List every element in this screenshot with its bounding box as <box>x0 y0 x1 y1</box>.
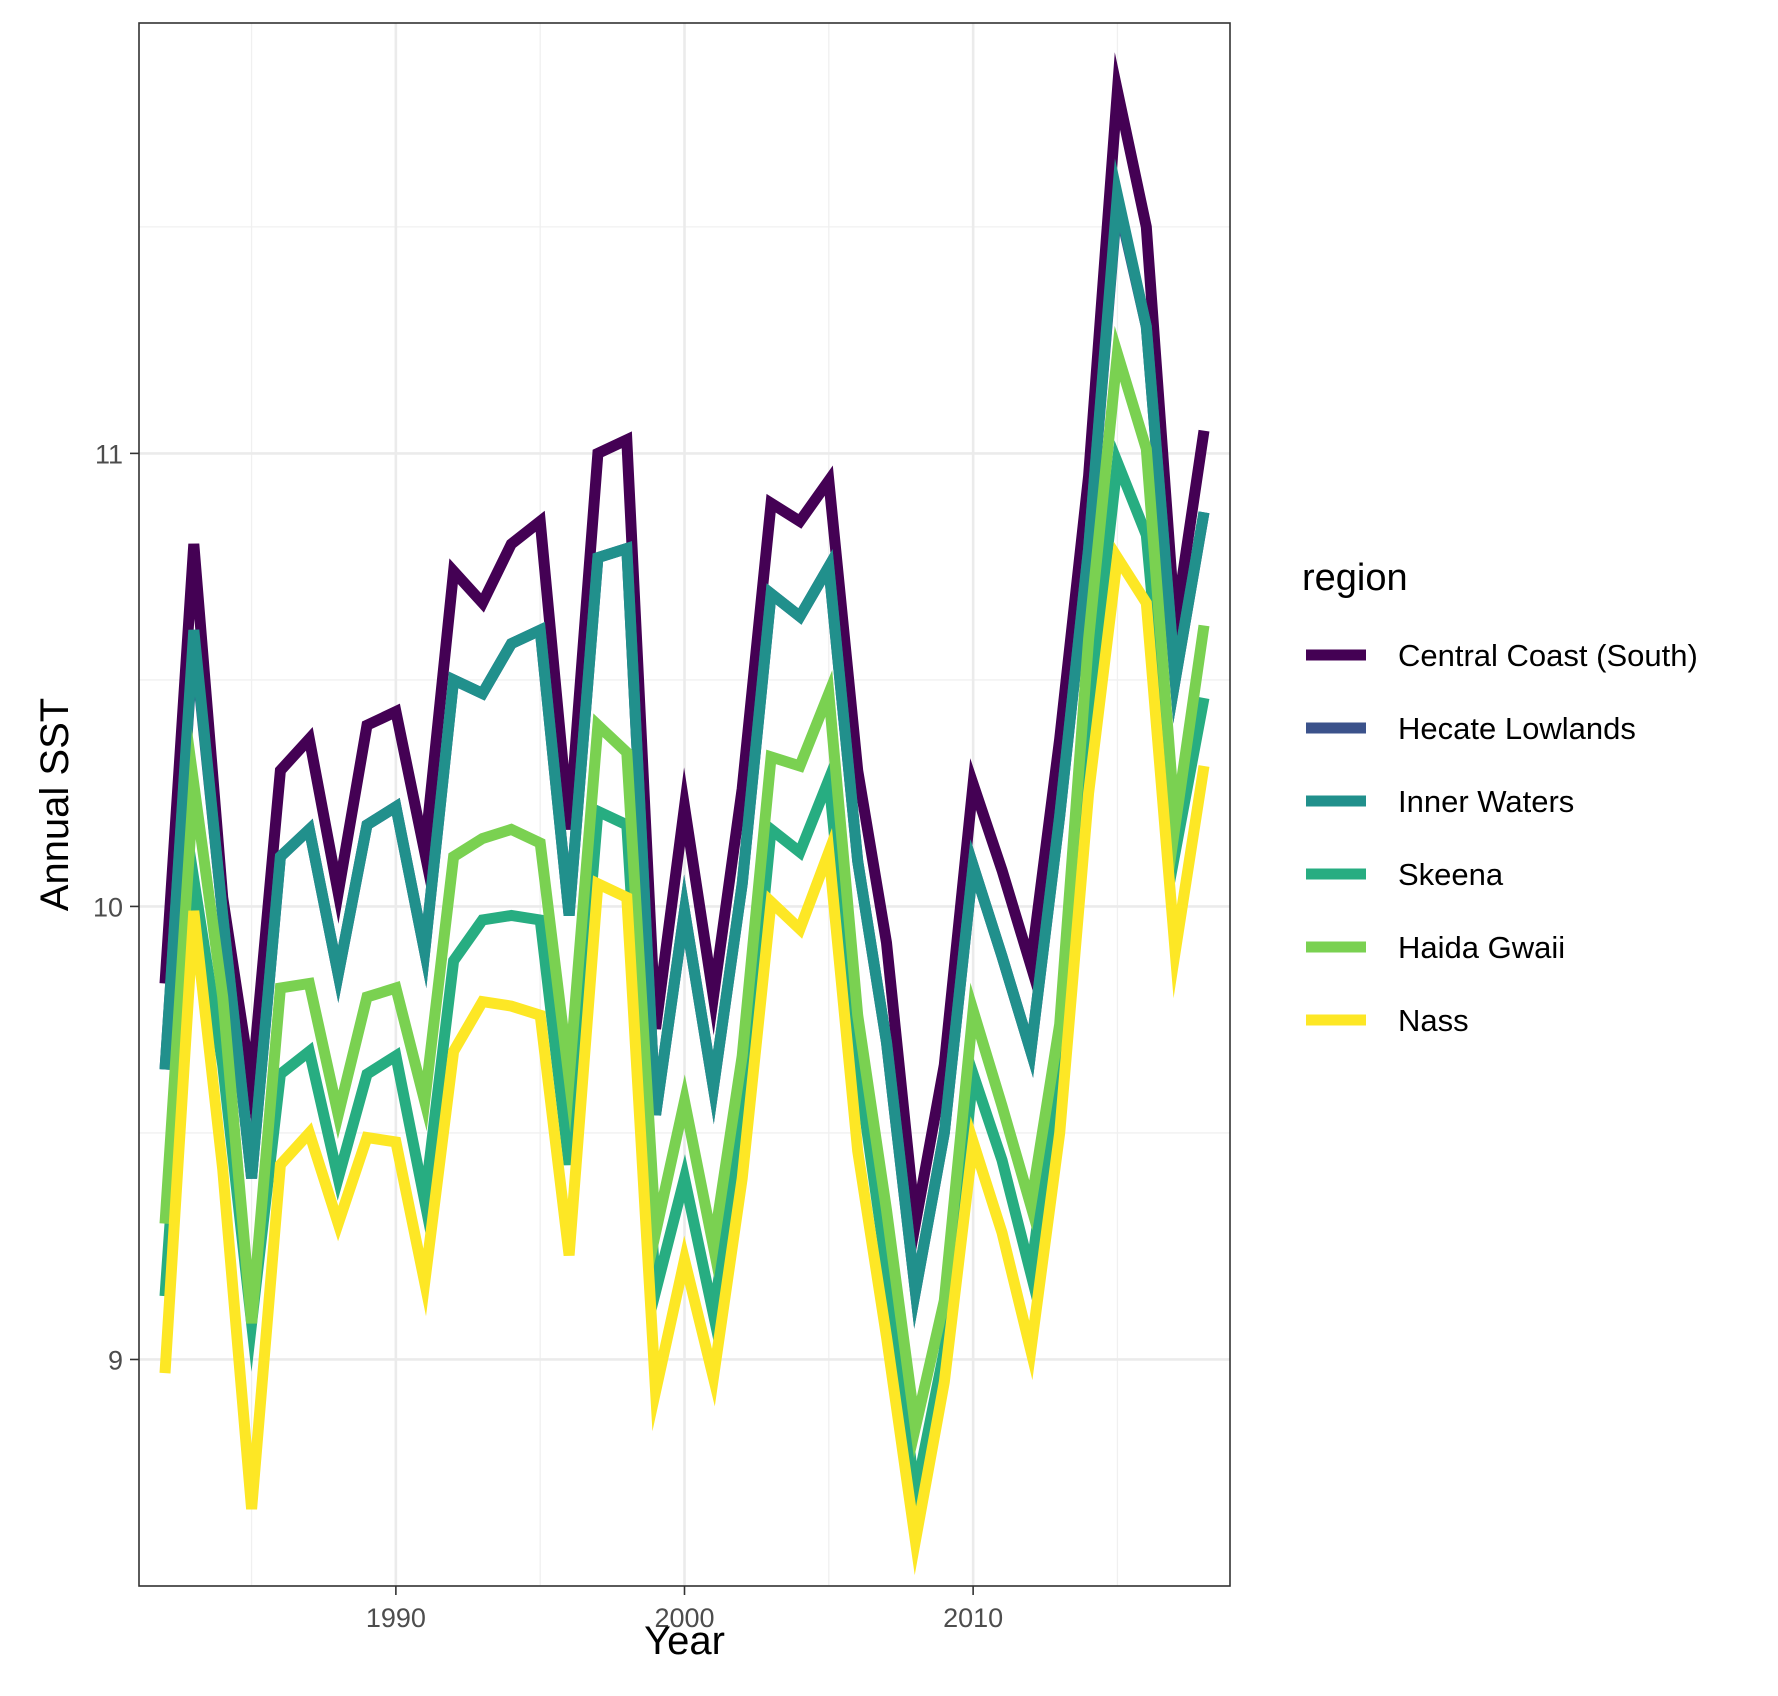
x-tick-label: 1990 <box>366 1603 426 1633</box>
series-lines <box>159 52 1210 1576</box>
x-axis-title: Year <box>644 1619 725 1663</box>
legend-label-3: Skeena <box>1398 857 1504 892</box>
series-line-0 <box>159 52 1210 1263</box>
y-axis: 9 10 11 <box>93 439 139 1375</box>
series-line-3 <box>159 440 1210 1530</box>
series-line-4 <box>159 325 1210 1459</box>
x-tick-label: 2000 <box>654 1603 714 1633</box>
legend-label-2: Inner Waters <box>1398 784 1574 819</box>
legend-label-0: Central Coast (South) <box>1398 638 1698 673</box>
y-axis-title: Annual SST <box>33 698 77 911</box>
legend-label-4: Haida Gwaii <box>1398 930 1565 965</box>
legend: region Central Coast (South) Hecate Lowla… <box>1302 557 1698 1038</box>
series-line-5 <box>159 541 1210 1576</box>
legend-label-1: Hecate Lowlands <box>1398 711 1636 746</box>
legend-title: region <box>1302 557 1408 599</box>
y-tick-label: 11 <box>95 439 123 469</box>
legend-label-5: Nass <box>1398 1003 1469 1038</box>
legend-items: Central Coast (South) Hecate Lowlands Inne… <box>1306 638 1698 1038</box>
series-line-2 <box>159 158 1210 1329</box>
x-tick-label: 2010 <box>943 1603 1003 1633</box>
x-axis: 1990 2000 2010 <box>366 1586 1003 1633</box>
y-tick-label: 10 <box>93 892 123 922</box>
y-tick-label: 9 <box>108 1345 123 1375</box>
